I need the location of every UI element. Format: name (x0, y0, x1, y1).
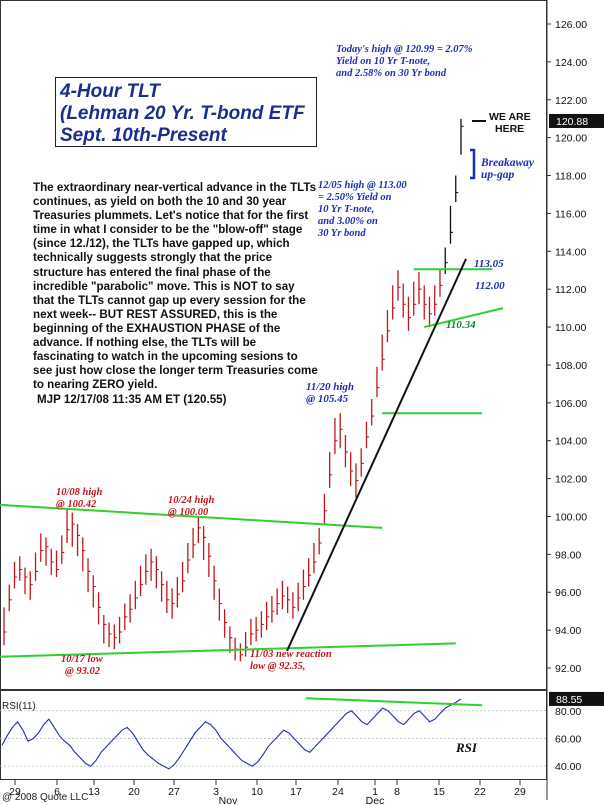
y-tick-label: 124.00 (555, 57, 587, 69)
annotation-line: @ 100.00 (168, 507, 209, 518)
annotation-nov20-high: 11/20 high @ 105.45 (306, 381, 354, 405)
price-panel: 92.00 94.00 96.00 98.00 100.00 102.00 104.00 10… (0, 0, 604, 690)
x-tick-label: 8 (394, 786, 400, 798)
annotation-todays-high: Today's high @ 120.99 = 2.07% Yield on 1… (336, 44, 473, 80)
y-tick-label: 104.00 (555, 436, 587, 448)
x-tick-label: 13 (88, 786, 100, 798)
trendline-upper-channel (3, 504, 383, 529)
y-tick-label: 108.00 (555, 360, 587, 372)
rsi-annotation-label: RSI (456, 740, 477, 755)
commentary-block: The extraordinary near-vertical advance … (33, 181, 318, 408)
annotation-line: 11/03 new reaction (250, 649, 332, 660)
y-tick-label: 118.00 (555, 171, 586, 183)
breakaway-bracket (470, 148, 476, 180)
x-tick-label: 15 (433, 786, 445, 798)
x-month-label: Nov (219, 795, 238, 805)
y-tick-label: 122.00 (555, 95, 587, 107)
last-price-label: 120.88 (556, 116, 588, 128)
y-tick-label: 106.00 (555, 398, 587, 410)
annotation-line: @ 105.45 (306, 393, 349, 405)
rsi-y-tick-label: 80.00 (555, 706, 581, 718)
x-tick-label: 17 (290, 786, 302, 798)
annotation-line: WE ARE (489, 111, 531, 123)
x-tick-label: 24 (332, 786, 344, 798)
trendline-lower-channel (3, 642, 456, 658)
rsi-line (1, 698, 462, 770)
annotation-line: HERE (495, 123, 525, 135)
rsi-y-tick-label: 40.00 (555, 761, 581, 773)
annotation-line: and 2.58% on 30 Yr bond (336, 68, 447, 79)
y-tick-label: 92.00 (555, 663, 581, 675)
annotation-breakaway: Breakaway up-gap (481, 157, 534, 181)
commentary-text: The extraordinary near-vertical advance … (33, 181, 318, 392)
chart-title-box: 4-Hour TLT (Lehman 20 Yr. T-bond ETF Sep… (55, 77, 317, 147)
annotation-line: Yield on 10 Yr T-note, (336, 56, 431, 67)
commentary-signature: MJP 12/17/08 11:35 AM ET (120.55) (37, 393, 227, 407)
chart-title-line1: 4-Hour TLT (60, 81, 160, 102)
y-tick-label: 116.00 (555, 208, 586, 220)
annotation-level-113: 113.05 (474, 258, 504, 270)
annotation-line: Breakaway (481, 157, 535, 169)
y-tick-label: 100.00 (555, 511, 587, 523)
x-tick-label: 6 (54, 786, 60, 798)
annotation-level-112: 112.00 (475, 280, 505, 292)
annotation-line: 11/20 high (306, 381, 354, 393)
annotation-line: = 2.50% Yield on (318, 192, 392, 203)
annotation-line: 12/05 high @ 113.00 (318, 180, 407, 191)
rsi-panel-label: RSI(11) (2, 701, 36, 712)
annotation-oct08-high: 10/08 high @ 100.42 (56, 487, 102, 511)
y-tick-label: 110.00 (555, 322, 586, 334)
rsi-last-label: 88.55 (556, 694, 582, 706)
y-tick-label: 98.00 (555, 549, 581, 561)
annotation-level-110: 110.34 (446, 319, 476, 331)
chart-title-line3: Sept. 10th-Present (60, 125, 227, 146)
annotation-we-are-here: WE ARE HERE (489, 111, 531, 135)
y-tick-label: 114.00 (555, 246, 586, 258)
rsi-trendline (305, 697, 483, 707)
annotation-line: and 3.00% on (318, 216, 378, 227)
y-tick-label: 94.00 (555, 625, 581, 637)
x-tick-label: 29 (9, 786, 21, 798)
x-tick-label: 27 (168, 786, 180, 798)
annotation-line: Today's high @ 120.99 = 2.07% (336, 44, 473, 55)
x-tick-label: 20 (128, 786, 140, 798)
y-tick-label: 102.00 (555, 474, 587, 486)
copyright-notice: @ 2008 Quote LLC (2, 792, 89, 803)
rsi-y-tick-label: 60.00 (555, 733, 581, 745)
annotation-oct17-low: 10/17 low @ 93.02 (61, 654, 103, 678)
annotation-line: 10/17 low (61, 654, 103, 665)
annotation-line: 30 Yr bond (318, 228, 366, 239)
x-tick-label: 3 (213, 786, 219, 798)
annotation-line: 10 Yr T-note, (318, 204, 375, 215)
annotation-nov03-low: 11/03 new reaction low @ 92.35, (250, 649, 332, 673)
annotation-dec05-high: 12/05 high @ 113.00 = 2.50% Yield on 10 … (318, 180, 407, 240)
x-month-label: Dec (366, 795, 385, 805)
trendline-support-black (286, 258, 467, 652)
y-tick-label: 96.00 (555, 587, 581, 599)
chart-title-line2: (Lehman 20 Yr. T-bond ETF (60, 103, 305, 124)
x-tick-label: 10 (251, 786, 263, 798)
annotation-line: @ 93.02 (65, 666, 100, 677)
annotation-line: low @ 92.35, (250, 661, 306, 672)
annotation-line: 10/08 high (56, 487, 103, 498)
annotation-line: 10/24 high (168, 495, 215, 506)
y-tick-label: 120.00 (555, 133, 587, 145)
annotation-oct24-high: 10/24 high @ 100.00 (168, 495, 214, 519)
annotation-line: @ 100.42 (56, 499, 97, 510)
x-tick-label: 22 (474, 786, 486, 798)
y-tick-label: 112.00 (555, 284, 586, 296)
y-tick-label: 126.00 (555, 19, 587, 31)
rsi-last-box (549, 691, 604, 706)
annotation-line: up-gap (481, 169, 515, 181)
x-tick-label: 29 (514, 786, 526, 798)
x-tick-label: 1 (372, 786, 378, 798)
last-price-box (549, 113, 604, 128)
